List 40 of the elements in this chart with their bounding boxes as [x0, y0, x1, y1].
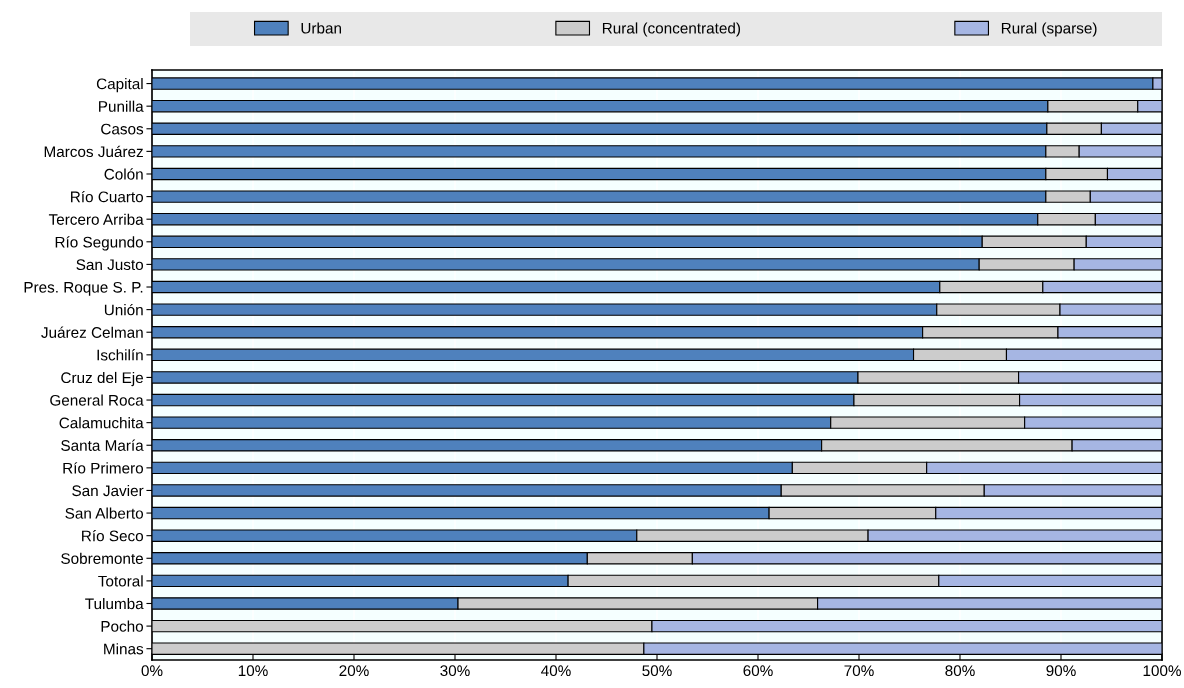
x-tick-label: 70% [844, 665, 874, 677]
x-tick-label: 60% [743, 665, 773, 677]
y-tick-label: Sobremonte [61, 552, 143, 564]
x-tick-label: 90% [1046, 665, 1076, 677]
y-tick-label: Pocho [101, 620, 144, 632]
y-tick-label: San Alberto [65, 507, 144, 519]
legend-label: Urban [301, 22, 341, 34]
y-tick-label: Colón [104, 168, 143, 180]
y-tick-label: Tulumba [85, 597, 144, 610]
y-tick-label: Capital [96, 78, 143, 93]
y-tick-label: Totoral [98, 575, 143, 587]
y-tick-label: Juárez Celman [41, 326, 143, 338]
y-tick-label: Punilla [99, 100, 144, 112]
y-tick-label: Río Primero [63, 462, 144, 474]
x-tick-label: 30% [440, 665, 470, 677]
y-tick-label: Tercero Arriba [48, 213, 144, 225]
y-tick-label: San Justo [76, 259, 144, 271]
legend-label: Rural (concentrated) [602, 22, 741, 37]
y-tick-label: Río Cuarto [71, 190, 144, 203]
y-tick-label: Pres. Roque S. P. [24, 281, 143, 296]
y-tick-label: Minas [104, 643, 144, 655]
x-tick-label: 80% [945, 665, 975, 677]
y-tick-label: Calamuchita [59, 417, 144, 429]
y-tick-label: Santa María [61, 439, 144, 451]
y-tick-label: Marcos Juárez [44, 145, 143, 158]
y-tick-label: Cruz del Eje [61, 371, 143, 387]
legend-label: Rural (sparse) [1001, 22, 1097, 37]
y-tick-label: General Roca [50, 394, 144, 406]
y-tick-label: Casos [101, 123, 144, 135]
x-tick-label: 20% [339, 665, 369, 677]
y-tick-label: Unión [104, 303, 143, 316]
x-tick-label: 50% [642, 665, 672, 677]
x-tick-label: 40% [541, 665, 571, 677]
x-tick-label: 0% [141, 665, 163, 677]
y-tick-label: Río Segundo [55, 236, 144, 251]
x-tick-label: 10% [238, 665, 268, 677]
y-tick-label: Río Seco [82, 529, 144, 542]
x-tick-label: 100% [1143, 665, 1181, 677]
y-tick-label: Ischilín [97, 349, 143, 361]
y-tick-label: San Javier [72, 484, 144, 497]
